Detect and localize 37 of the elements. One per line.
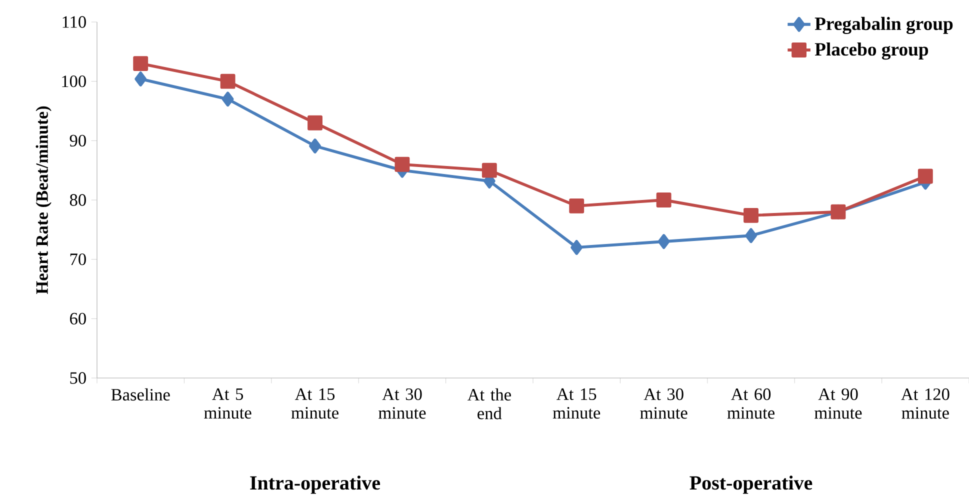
x-tick-label: At 15 minute <box>291 388 338 419</box>
x-tick-label: At 120 minute <box>901 388 950 419</box>
legend-label: Pregabalin group <box>814 16 953 34</box>
point <box>308 115 322 130</box>
y-tick-label: 60 <box>70 312 86 325</box>
x-tick-label: Baseline <box>111 388 170 401</box>
x-tick-label: At the end <box>467 388 511 420</box>
point <box>134 71 147 86</box>
x-tick-label: At 60 minute <box>727 388 774 419</box>
point <box>220 74 236 89</box>
y-tick-label: 110 <box>62 16 86 28</box>
point <box>569 198 584 214</box>
y-tick-label: 70 <box>70 253 86 266</box>
x-tick-label: At 30 minute <box>378 388 426 419</box>
y-tick-label: 80 <box>70 194 86 206</box>
text: Post-operative <box>690 476 812 494</box>
x-tick-label: At 15 minute <box>552 388 600 419</box>
legend-label: Placebo group <box>814 42 928 60</box>
point <box>222 92 234 107</box>
x-tick-label: At 90 minute <box>814 388 862 419</box>
point <box>745 228 757 244</box>
x-tick-label: At 30 minute <box>640 388 688 419</box>
point <box>918 168 933 184</box>
point <box>482 162 497 178</box>
point <box>744 208 758 223</box>
point <box>658 234 670 250</box>
point <box>309 138 321 154</box>
y-tick-label: 50 <box>70 372 86 384</box>
y-tick-label: 100 <box>62 75 86 88</box>
text: Intra-operative <box>250 476 380 494</box>
point <box>570 240 583 255</box>
point <box>133 56 148 72</box>
y-tick-label: 90 <box>70 134 86 147</box>
point <box>394 156 410 172</box>
y-axis-title: Heart Rate (Beat/minute) <box>36 106 52 294</box>
point <box>656 192 672 208</box>
x-tick-label: At 5 minute <box>204 388 252 419</box>
